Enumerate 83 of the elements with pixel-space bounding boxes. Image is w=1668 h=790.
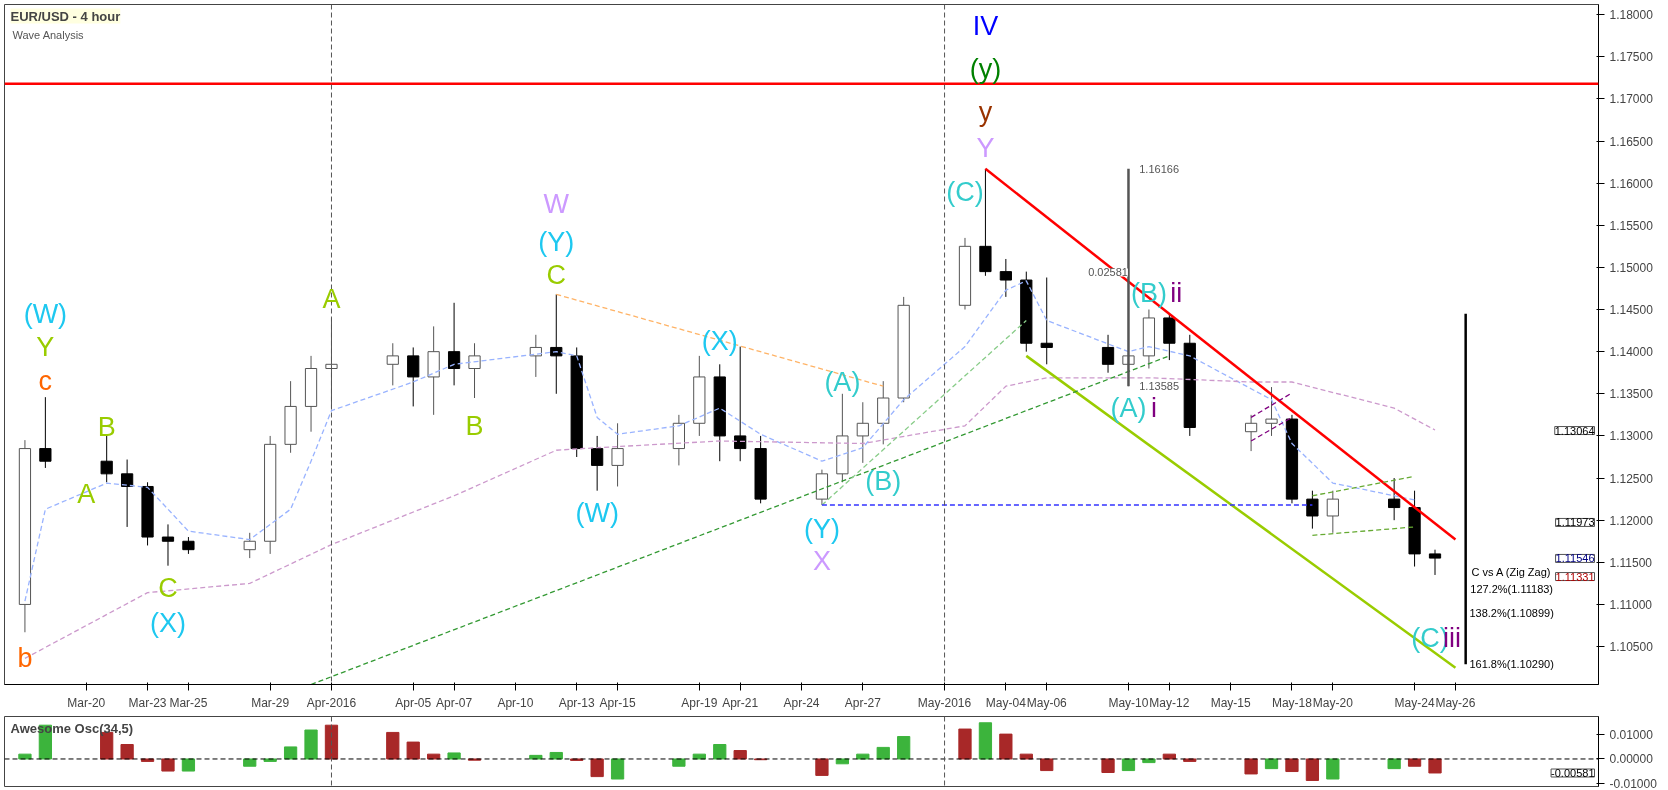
text: Wave Analysis: [12, 28, 85, 41]
y-tick-label: 1.13500: [1609, 387, 1654, 402]
annotation: (y): [969, 53, 1002, 84]
y-tick-label: 1.10500: [1609, 640, 1654, 655]
annotation: 1.11973: [1555, 516, 1595, 529]
annotation: C: [158, 573, 178, 604]
annotation: (A): [1110, 393, 1147, 424]
y-tick-label: 0.01000: [1609, 728, 1654, 743]
x-tick-label: Apr-27: [844, 695, 882, 710]
annotation: X: [812, 546, 831, 577]
x-tick-label: May-06: [1026, 695, 1068, 710]
x-tick-label: May-15: [1210, 695, 1251, 710]
x-tick-label: May-26: [1435, 695, 1476, 710]
annotation: (X): [149, 607, 186, 638]
annotation: 1.13585: [1139, 380, 1180, 393]
annotation: (B): [865, 465, 902, 496]
annotation: C vs A (Zig Zag): [1471, 566, 1551, 579]
annotation: (Y): [538, 227, 575, 258]
y-tick-label: 1.16500: [1609, 134, 1654, 149]
annotation: 1.16166: [1139, 162, 1180, 175]
annotation: IV: [972, 11, 999, 42]
x-tick-label: Apr-19: [681, 695, 718, 710]
y-tick-label: 1.15500: [1609, 218, 1654, 233]
y-tick-label: 1.11500: [1609, 555, 1653, 570]
x-tick-label: Mar-29: [251, 695, 290, 710]
x-tick-label: Mar-23: [128, 695, 167, 710]
annotation: (W): [575, 498, 619, 529]
x-tick-label: Apr-21: [722, 695, 759, 710]
annotation: A: [322, 283, 341, 314]
y-tick-label: -0.01000: [1609, 776, 1658, 790]
annotation: 1.11546: [1555, 552, 1595, 565]
x-tick-label: Apr-2016: [306, 695, 357, 710]
annotation: 138.2%(1.10899): [1469, 606, 1554, 619]
y-tick-label: 1.12000: [1609, 513, 1654, 528]
x-tick-label: Apr-10: [497, 695, 534, 710]
x-tick-label: Mar-25: [169, 695, 208, 710]
x-tick-label: May-24: [1394, 695, 1435, 710]
y-tick-label: 1.17500: [1609, 50, 1654, 65]
x-tick-label: Apr-05: [395, 695, 432, 710]
y-tick-label: 1.14500: [1609, 303, 1654, 318]
x-tick-label: May-2016: [917, 695, 972, 710]
x-tick-label: Mar-20: [67, 695, 106, 710]
annotation: (Y): [803, 513, 840, 544]
annotation: b: [17, 643, 33, 674]
y-tick-label: 1.13000: [1609, 429, 1654, 444]
chart-title: EUR/USD - 4 hour: [10, 8, 121, 24]
x-tick-label: Apr-15: [599, 695, 636, 710]
y-tick-label: 1.12500: [1609, 471, 1654, 486]
x-tick-label: Apr-13: [558, 695, 596, 710]
annotation: Y: [36, 331, 55, 362]
annotation: B: [97, 411, 116, 442]
x-tick-label: May-20: [1312, 695, 1354, 710]
annotation: (X): [701, 325, 738, 356]
y-tick-label: 1.14000: [1609, 345, 1654, 360]
annotation: ii: [1170, 277, 1183, 308]
annotation: -0.00581: [1551, 767, 1595, 780]
annotation: 1.11331: [1555, 570, 1595, 583]
annotation: (W): [23, 298, 68, 329]
annotation: 161.8%(1.10290): [1469, 658, 1554, 671]
annotation: B: [465, 410, 484, 441]
annotation: 127.2%(1.11183): [1470, 583, 1554, 596]
annotation: c: [38, 366, 53, 397]
x-tick-label: May-04: [985, 695, 1027, 710]
annotation: C: [546, 259, 567, 290]
y-tick-label: 1.18000: [1609, 8, 1654, 23]
x-tick-label: Apr-24: [783, 695, 820, 710]
y-tick-label: 1.11000: [1609, 597, 1653, 612]
annotation: (A): [824, 367, 861, 397]
annotation: i: [1151, 393, 1158, 424]
annotation: A: [77, 479, 96, 510]
x-tick-label: May-10: [1108, 695, 1149, 710]
y-tick-label: 1.15000: [1609, 260, 1654, 275]
annotation: Y: [976, 132, 995, 163]
x-tick-label: May-18: [1271, 695, 1313, 710]
y-tick-label: 1.17000: [1609, 92, 1654, 107]
annotation: (C): [946, 176, 984, 207]
x-tick-label: Apr-07: [436, 695, 473, 710]
annotation: W: [543, 189, 570, 220]
y-tick-label: 0.00000: [1609, 752, 1654, 767]
annotation: y: [978, 97, 993, 128]
annotation: 0.02581: [1088, 266, 1128, 279]
y-tick-label: 1.16000: [1609, 176, 1654, 191]
x-tick-label: May-12: [1149, 695, 1190, 710]
